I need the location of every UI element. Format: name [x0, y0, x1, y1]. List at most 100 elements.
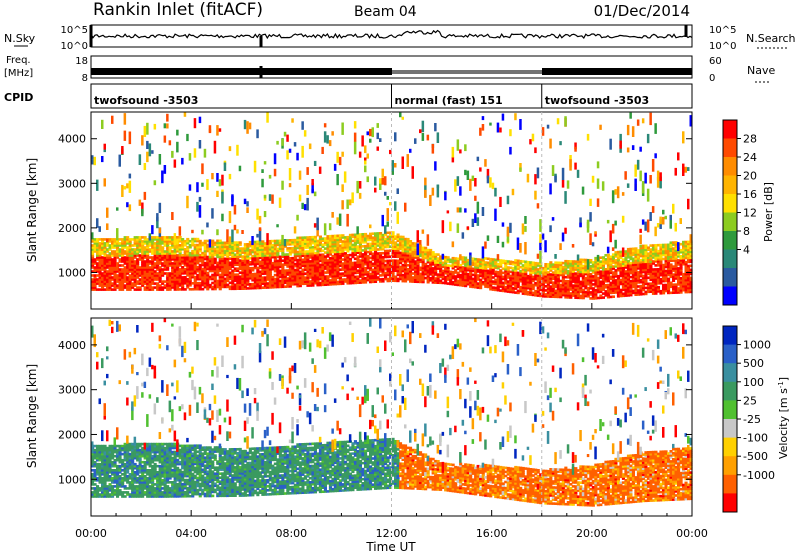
heatmap-cell	[131, 244, 135, 247]
heatmap-cell	[494, 278, 498, 282]
heatmap-cell	[416, 274, 420, 278]
heatmap-cell	[123, 256, 127, 259]
heatmap-cell	[333, 242, 337, 246]
heatmap-cell	[156, 286, 160, 289]
heatmap-cell	[251, 286, 255, 290]
heatmap-cell	[181, 270, 185, 273]
heatmap-cell	[439, 259, 443, 262]
heatmap-cell	[639, 293, 643, 296]
heatmap-cell	[399, 235, 403, 239]
heatmap-cell	[421, 254, 425, 258]
heatmap-cell	[108, 260, 112, 263]
heatmap-cell	[611, 271, 615, 274]
heatmap-cell	[331, 212, 334, 218]
heatmap-cell	[511, 266, 515, 270]
heatmap-cell	[374, 246, 378, 249]
heatmap-cell	[278, 241, 282, 245]
heatmap-cell	[228, 273, 232, 277]
heatmap-cell	[641, 282, 645, 286]
heatmap-cell	[116, 207, 119, 211]
heatmap-cell	[266, 284, 270, 287]
heatmap-cell	[564, 259, 568, 263]
heatmap-cell	[581, 290, 585, 294]
heatmap-cell	[253, 272, 257, 276]
heatmap-cell	[376, 244, 380, 247]
heatmap-cell	[651, 246, 655, 249]
heatmap-cell	[391, 241, 395, 244]
heatmap-cell	[634, 289, 638, 292]
heatmap-cell	[313, 247, 317, 251]
heatmap-cell	[651, 270, 655, 273]
heatmap-cell	[98, 264, 102, 267]
heatmap-cell	[414, 242, 418, 245]
heatmap-cell	[379, 240, 383, 243]
heatmap-cell	[213, 261, 217, 265]
heatmap-cell	[609, 295, 613, 299]
heatmap-cell	[163, 236, 167, 239]
heatmap-cell	[143, 278, 147, 281]
heatmap-cell	[434, 281, 438, 284]
heatmap-cell	[529, 281, 533, 284]
heatmap-cell	[399, 269, 403, 273]
heatmap-cell	[401, 237, 405, 241]
heatmap-cell	[106, 260, 110, 263]
heatmap-cell	[394, 253, 398, 256]
heatmap-cell	[636, 261, 640, 264]
heatmap-cell	[436, 265, 440, 268]
heatmap-cell	[226, 271, 230, 275]
heatmap-cell	[529, 285, 533, 288]
heatmap-cell	[143, 276, 147, 279]
heatmap-cell	[621, 266, 625, 269]
heatmap-cell	[236, 275, 240, 278]
heatmap-cell	[233, 275, 237, 278]
heatmap-cell	[581, 264, 585, 268]
heatmap-cell	[566, 294, 570, 297]
heatmap-cell	[126, 238, 130, 241]
heatmap-cell	[509, 280, 513, 284]
heatmap-cell	[253, 262, 257, 266]
heatmap-cell	[459, 277, 463, 281]
heatmap-cell	[401, 269, 405, 273]
heatmap-cell	[459, 149, 462, 154]
heatmap-cell	[534, 275, 538, 279]
heatmap-cell	[379, 138, 382, 142]
heatmap-cell	[333, 246, 337, 250]
heatmap-cell	[246, 249, 250, 252]
heatmap-cell	[662, 287, 666, 291]
heatmap-cell	[283, 257, 287, 260]
heatmap-cell	[494, 187, 497, 197]
heatmap-cell	[504, 263, 508, 267]
heatmap-cell	[128, 284, 132, 287]
heatmap-cell	[589, 233, 592, 245]
heatmap-cell	[146, 242, 150, 245]
heatmap-cell	[193, 283, 197, 287]
heatmap-cell	[646, 219, 650, 233]
heatmap-cell	[539, 276, 543, 280]
heatmap-cell	[641, 246, 645, 250]
heatmap-cell	[594, 266, 598, 270]
heatmap-cell	[641, 254, 645, 258]
heatmap-cell	[601, 288, 605, 291]
heatmap-cell	[146, 140, 149, 149]
heatmap-cell	[196, 257, 200, 261]
heatmap-cell	[203, 279, 207, 283]
heatmap-cell	[113, 284, 117, 287]
heatmap-cell	[223, 281, 227, 285]
heatmap-cell	[539, 266, 543, 270]
heatmap-cell	[273, 279, 277, 283]
heatmap-cell	[213, 253, 217, 257]
heatmap-cell	[136, 248, 140, 251]
heatmap-cell	[559, 291, 563, 295]
heatmap-cell	[581, 260, 585, 264]
heatmap-cell	[579, 294, 583, 298]
heatmap-cell	[321, 273, 325, 277]
heatmap-cell	[341, 234, 345, 237]
heatmap-cell	[331, 242, 335, 246]
heatmap-cell	[619, 270, 623, 274]
heatmap-cell	[218, 241, 222, 245]
heatmap-cell	[263, 278, 267, 281]
heatmap-cell	[586, 286, 590, 290]
heatmap-cell	[268, 239, 272, 243]
heatmap-cell	[151, 276, 155, 279]
heatmap-cell	[531, 293, 535, 297]
